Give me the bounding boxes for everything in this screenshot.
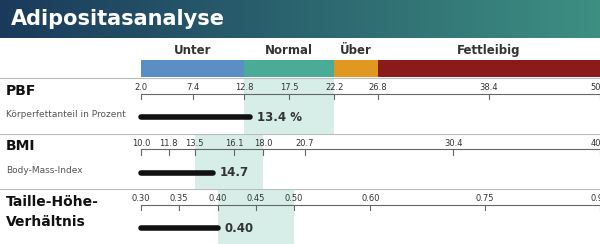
Bar	[244, 78, 334, 134]
Bar	[218, 189, 294, 244]
Text: 12.8: 12.8	[235, 83, 254, 92]
Text: Adipositasanalyse: Adipositasanalyse	[11, 9, 225, 29]
Text: 0.60: 0.60	[361, 194, 380, 203]
Text: 18.0: 18.0	[254, 139, 272, 148]
Text: 38.4: 38.4	[480, 83, 499, 92]
Text: Über: Über	[340, 44, 372, 57]
Text: Körperfettanteil in Prozent: Körperfettanteil in Prozent	[6, 110, 126, 119]
Text: 26.8: 26.8	[369, 83, 388, 92]
Text: 10.0: 10.0	[132, 139, 150, 148]
Text: 16.1: 16.1	[225, 139, 244, 148]
Text: 0.35: 0.35	[170, 194, 188, 203]
Text: 50.0: 50.0	[591, 83, 600, 92]
Text: BMI: BMI	[6, 139, 35, 153]
Text: 0.75: 0.75	[476, 194, 494, 203]
Text: 14.7: 14.7	[220, 166, 249, 179]
Text: 7.4: 7.4	[186, 83, 199, 92]
Text: 30.4: 30.4	[444, 139, 463, 148]
Text: 11.8: 11.8	[159, 139, 178, 148]
Text: 13.5: 13.5	[185, 139, 204, 148]
Text: 17.5: 17.5	[280, 83, 298, 92]
Text: PBF: PBF	[6, 84, 37, 98]
Text: 0.50: 0.50	[285, 194, 303, 203]
Text: Unter: Unter	[174, 44, 211, 57]
Text: 0.40: 0.40	[225, 222, 254, 235]
Bar	[141, 60, 244, 77]
Text: 0.30: 0.30	[132, 194, 150, 203]
Text: Body-Mass-Index: Body-Mass-Index	[6, 166, 83, 175]
Text: Fettleibig: Fettleibig	[457, 44, 521, 57]
Text: Verhältnis: Verhältnis	[6, 215, 86, 229]
Text: 0.45: 0.45	[247, 194, 265, 203]
Text: Taille-Höhe-: Taille-Höhe-	[6, 195, 99, 209]
Text: 13.4 %: 13.4 %	[257, 111, 302, 123]
Text: 2.0: 2.0	[134, 83, 148, 92]
Text: 22.2: 22.2	[325, 83, 343, 92]
Bar	[194, 134, 263, 189]
Bar	[244, 60, 334, 77]
Bar	[334, 60, 378, 77]
Text: 0.40: 0.40	[208, 194, 227, 203]
Bar	[378, 60, 600, 77]
Text: 40.0: 40.0	[591, 139, 600, 148]
Text: 0.90: 0.90	[591, 194, 600, 203]
Text: Normal: Normal	[265, 44, 313, 57]
Text: 20.7: 20.7	[295, 139, 314, 148]
